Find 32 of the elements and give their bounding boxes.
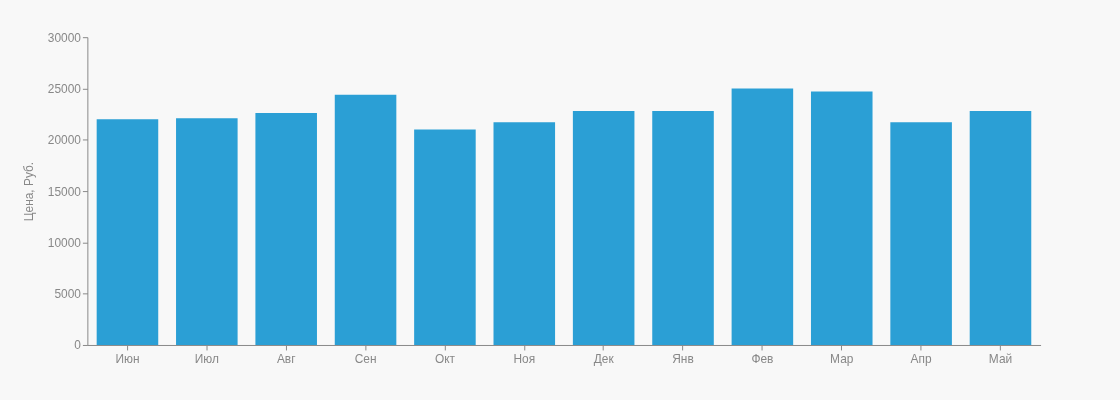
x-tick-label: Июл [194, 352, 219, 367]
bar [890, 122, 952, 345]
bar [176, 118, 238, 345]
bar [810, 91, 873, 345]
y-axis-title: Цена, Руб. [21, 161, 36, 222]
x-tick-label: Фев [751, 352, 774, 367]
y-tick-label: 15000 [47, 184, 82, 199]
bar [572, 111, 635, 345]
x-tick-label: Апр [910, 352, 932, 367]
bar [96, 119, 159, 345]
bar [969, 111, 1032, 345]
bar [652, 111, 714, 345]
y-tick-label: 20000 [47, 133, 82, 148]
bar [414, 129, 476, 345]
x-tick-label: Мар [830, 352, 854, 367]
x-tick-label: Ноя [513, 352, 536, 367]
x-tick-label: Июн [115, 352, 140, 367]
x-tick-label: Май [988, 352, 1013, 367]
x-tick-label: Авг [276, 352, 296, 367]
bar [731, 88, 794, 345]
y-tick-label: 25000 [47, 81, 82, 96]
y-tick-label: 5000 [54, 287, 82, 302]
y-tick-label: 10000 [47, 235, 82, 250]
bar [493, 122, 556, 345]
y-tick-label: 30000 [47, 30, 82, 45]
bar [334, 94, 397, 345]
x-tick-label: Дек [593, 352, 615, 367]
bar [255, 113, 317, 345]
y-tick-label: 0 [74, 338, 82, 353]
x-tick-label: Окт [434, 352, 456, 367]
x-tick-label: Янв [672, 352, 694, 367]
x-tick-label: Сен [354, 352, 377, 367]
